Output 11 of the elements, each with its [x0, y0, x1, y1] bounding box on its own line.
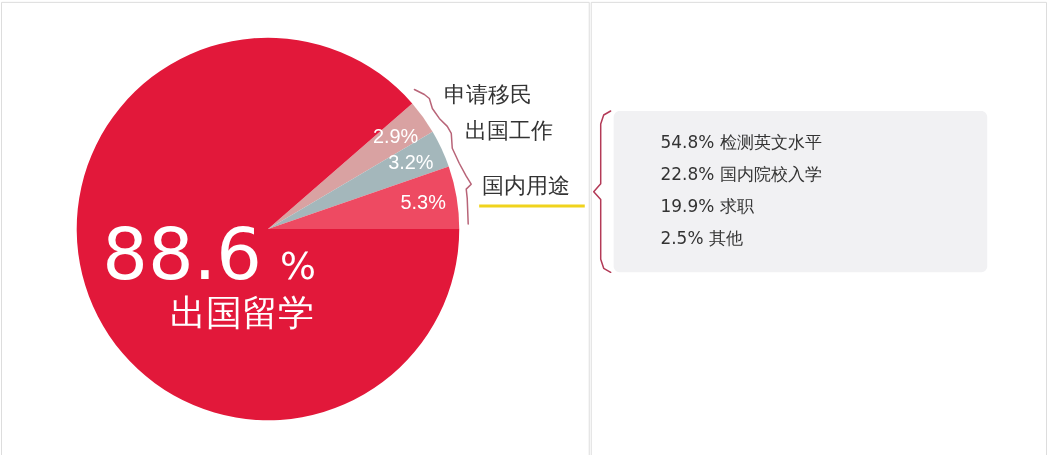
text: 54.8% 检测英文水平	[660, 131, 822, 152]
slice-label: 出国工作	[465, 117, 554, 143]
slice-label: 申请移民	[444, 81, 533, 107]
data-label: 5.3%	[400, 190, 446, 213]
text: 2.5% 其他	[660, 228, 743, 249]
text: 22.8% 国内院校入学	[660, 164, 822, 185]
pie-slice	[267, 131, 449, 229]
data-label: 3.2%	[388, 150, 434, 173]
data-label: 2.9%	[372, 124, 419, 147]
slice-label: 国内用途	[482, 173, 571, 199]
text: 19.9% 求职	[660, 196, 754, 217]
